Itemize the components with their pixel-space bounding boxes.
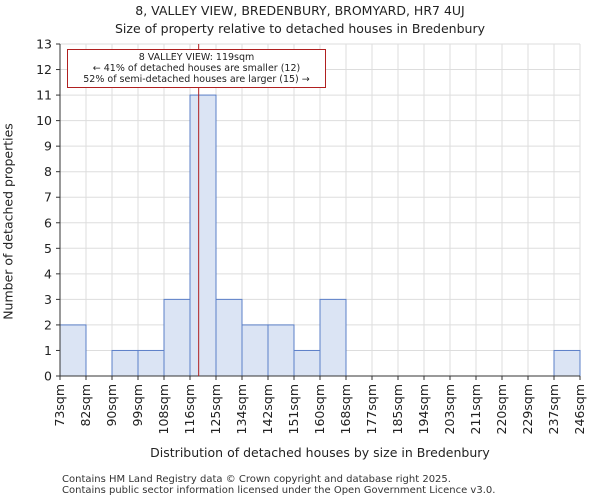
y-tick-label: 2 — [44, 317, 52, 332]
y-tick-label: 11 — [36, 88, 52, 103]
y-tick-label: 10 — [36, 113, 52, 128]
x-tick-label: 73sqm — [52, 384, 67, 427]
histogram-bar — [267, 324, 295, 377]
footer-line-1: Contains HM Land Registry data © Crown c… — [62, 474, 451, 485]
y-tick-label: 0 — [44, 369, 52, 384]
x-tick-label: 142sqm — [260, 384, 275, 434]
chart-subtitle: Size of property relative to detached ho… — [115, 21, 485, 36]
y-tick-label: 5 — [44, 241, 52, 256]
x-axis-label: Distribution of detached houses by size … — [150, 445, 490, 460]
histogram-bar — [553, 349, 581, 377]
x-tick-label: 99sqm — [130, 384, 145, 427]
histogram-bar — [111, 349, 139, 377]
histogram-bar — [137, 349, 165, 377]
x-tick-label: 108sqm — [156, 384, 171, 434]
x-tick-label: 125sqm — [208, 384, 223, 434]
x-tick-label: 185sqm — [390, 384, 405, 434]
histogram-bar — [293, 349, 321, 377]
y-tick-label: 8 — [44, 164, 52, 179]
chart-title: 8, VALLEY VIEW, BREDENBURY, BROMYARD, HR… — [135, 3, 465, 18]
histogram-bar — [241, 324, 269, 377]
y-tick-label: 7 — [44, 190, 52, 205]
x-tick-label: 168sqm — [338, 384, 353, 434]
histogram-bar — [189, 94, 217, 377]
histogram-bar — [59, 324, 87, 377]
y-tick-label: 1 — [44, 343, 52, 358]
annotation-line-3: 52% of semi-detached houses are larger (… — [83, 74, 310, 85]
y-tick-label: 4 — [44, 266, 52, 281]
x-tick-label: 90sqm — [104, 384, 119, 427]
x-tick-label: 194sqm — [416, 384, 431, 434]
x-tick-label: 134sqm — [234, 384, 249, 434]
annotation-line-1: 8 VALLEY VIEW: 119sqm — [138, 52, 255, 63]
footer-line-2: Contains public sector information licen… — [62, 485, 496, 496]
property-annotation-box: 8 VALLEY VIEW: 119sqm ← 41% of detached … — [67, 49, 326, 88]
histogram-bar — [215, 298, 243, 377]
x-tick-label: 246sqm — [572, 384, 587, 434]
x-tick-label: 160sqm — [312, 384, 327, 434]
annotation-line-2: ← 41% of detached houses are smaller (12… — [92, 63, 301, 74]
y-tick-label: 3 — [44, 292, 52, 307]
y-tick-label: 6 — [44, 215, 52, 230]
x-tick-label: 177sqm — [364, 384, 379, 434]
x-tick-label: 151sqm — [286, 384, 301, 434]
x-tick-label: 203sqm — [442, 384, 457, 434]
x-tick-label: 229sqm — [520, 384, 535, 434]
x-tick-label: 211sqm — [468, 384, 483, 434]
histogram-bar — [319, 298, 347, 377]
x-tick-label: 82sqm — [78, 384, 93, 427]
x-tick-label: 237sqm — [546, 384, 561, 434]
y-tick-label: 9 — [44, 139, 52, 154]
y-tick-label: 12 — [36, 62, 52, 77]
x-tick-label: 220sqm — [494, 384, 509, 434]
histogram-bar — [163, 298, 191, 377]
x-tick-label: 116sqm — [182, 384, 197, 434]
y-tick-label: 13 — [36, 37, 52, 52]
